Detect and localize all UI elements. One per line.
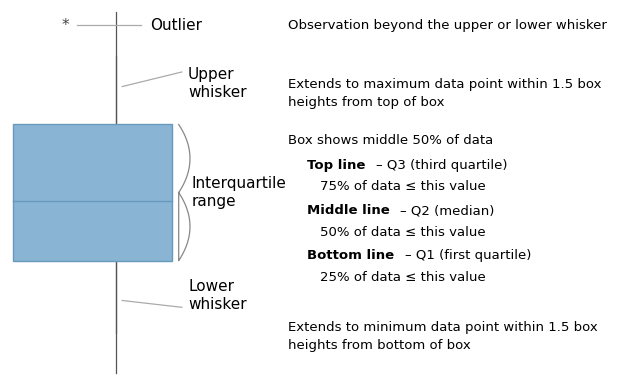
Text: Box shows middle 50% of data: Box shows middle 50% of data <box>288 134 493 147</box>
Text: Interquartile
range: Interquartile range <box>191 176 286 209</box>
Text: Extends to minimum data point within 1.5 box
heights from bottom of box: Extends to minimum data point within 1.5… <box>288 321 598 352</box>
Bar <box>13 124 172 261</box>
Text: 25% of data ≤ this value: 25% of data ≤ this value <box>320 271 485 284</box>
Text: 75% of data ≤ this value: 75% of data ≤ this value <box>320 180 485 193</box>
Text: Observation beyond the upper or lower whisker: Observation beyond the upper or lower wh… <box>288 19 608 32</box>
Text: Extends to maximum data point within 1.5 box
heights from top of box: Extends to maximum data point within 1.5… <box>288 78 602 109</box>
Text: – Q3 (third quartile): – Q3 (third quartile) <box>376 159 508 172</box>
Text: Middle line: Middle line <box>307 204 390 217</box>
Text: Bottom line: Bottom line <box>307 249 394 262</box>
Text: Top line: Top line <box>307 159 366 172</box>
Text: Lower
whisker: Lower whisker <box>188 279 247 312</box>
Text: 50% of data ≤ this value: 50% of data ≤ this value <box>320 226 485 238</box>
Text: *: * <box>62 18 70 33</box>
Text: Outlier: Outlier <box>150 18 203 33</box>
Text: – Q2 (median): – Q2 (median) <box>401 204 495 217</box>
Text: – Q1 (first quartile): – Q1 (first quartile) <box>405 249 531 262</box>
Text: Upper
whisker: Upper whisker <box>188 67 247 100</box>
